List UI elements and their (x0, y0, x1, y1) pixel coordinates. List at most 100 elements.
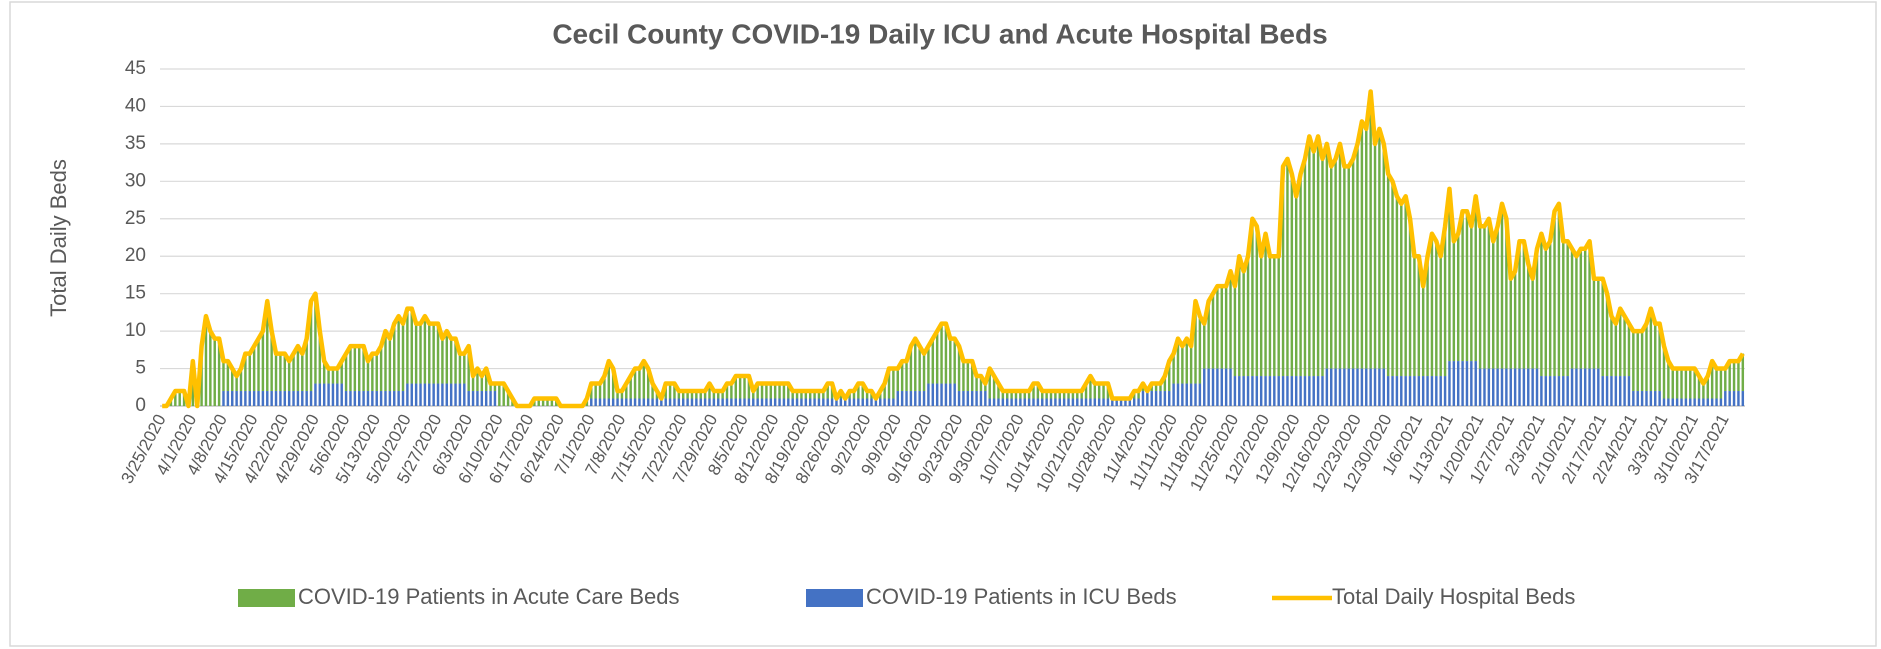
bar (1741, 391, 1745, 406)
bar (1229, 271, 1232, 369)
bar (1067, 391, 1070, 399)
bar (703, 398, 707, 406)
bar (428, 383, 431, 406)
bar (1684, 398, 1688, 406)
bar (695, 391, 698, 399)
bar (1032, 398, 1035, 406)
bar (611, 368, 615, 399)
bar (984, 383, 987, 392)
bar (1461, 211, 1464, 362)
bar (296, 391, 300, 406)
bar (1338, 368, 1342, 406)
bar (892, 398, 895, 406)
bar (975, 391, 978, 406)
bar (257, 338, 260, 392)
bar (905, 391, 908, 406)
bar (331, 368, 335, 384)
bar (1220, 286, 1224, 369)
bar (1614, 376, 1618, 406)
bar (1618, 308, 1622, 377)
bar (927, 383, 930, 406)
bar (1277, 376, 1280, 406)
bar (1478, 368, 1482, 406)
bar (1509, 368, 1512, 406)
bar (436, 383, 440, 406)
bar (1286, 158, 1289, 377)
bar (397, 316, 400, 392)
chart-title: Cecil County COVID-19 Daily ICU and Acut… (552, 18, 1327, 49)
bar (1592, 278, 1596, 369)
bar (1006, 398, 1009, 406)
bar (1557, 203, 1561, 377)
bar (743, 398, 746, 406)
bar (1334, 158, 1337, 369)
bar (1251, 218, 1254, 377)
bar (909, 391, 913, 406)
bar (681, 391, 685, 399)
bar (301, 391, 304, 406)
bar (235, 391, 238, 406)
bar (703, 391, 707, 399)
bar (1610, 376, 1613, 406)
bar (336, 368, 339, 384)
bar (1273, 376, 1276, 406)
bar (1715, 368, 1718, 399)
bar (611, 398, 615, 406)
bar (436, 323, 440, 384)
bar (357, 391, 361, 406)
bar (800, 398, 803, 406)
bar (857, 383, 860, 399)
bar (638, 398, 641, 406)
bar (279, 391, 282, 406)
bar (1054, 398, 1057, 406)
bar (379, 391, 383, 406)
bar (1299, 173, 1302, 377)
bar (892, 368, 895, 399)
bar (1636, 391, 1639, 406)
bar (1513, 368, 1517, 406)
bar (493, 391, 497, 406)
bar (1693, 368, 1696, 399)
y-tick-label: 25 (125, 208, 146, 229)
bar (279, 353, 282, 392)
bar (813, 398, 816, 406)
bar (231, 391, 234, 406)
bar (174, 391, 177, 406)
bar (1163, 391, 1167, 406)
bar (1382, 368, 1386, 406)
bar (1062, 398, 1066, 406)
bar (484, 391, 488, 406)
bar (1689, 398, 1692, 406)
bar (769, 383, 773, 399)
bar (1154, 383, 1158, 392)
bar (738, 398, 742, 406)
bar (1006, 391, 1009, 399)
bar (1233, 376, 1237, 406)
bar (1575, 368, 1578, 406)
bar (1386, 173, 1390, 377)
bar (406, 383, 409, 406)
bar (808, 398, 812, 406)
bar (1439, 376, 1442, 406)
bar (918, 391, 921, 406)
bar (257, 391, 260, 406)
bar (1373, 368, 1377, 406)
bar (1264, 233, 1267, 377)
bar (725, 383, 729, 399)
bar (331, 383, 335, 406)
bar (773, 398, 777, 406)
bar (1557, 376, 1561, 406)
bar (651, 398, 654, 406)
bar (677, 391, 681, 399)
bar (384, 331, 387, 392)
bar (1492, 368, 1495, 406)
bar (432, 383, 435, 406)
bar (1470, 226, 1473, 362)
bar (1443, 226, 1447, 377)
bar (366, 361, 370, 392)
bar (800, 391, 803, 399)
bar (1014, 398, 1018, 406)
bar (1277, 256, 1280, 377)
bar (309, 391, 313, 406)
bar (708, 383, 711, 399)
